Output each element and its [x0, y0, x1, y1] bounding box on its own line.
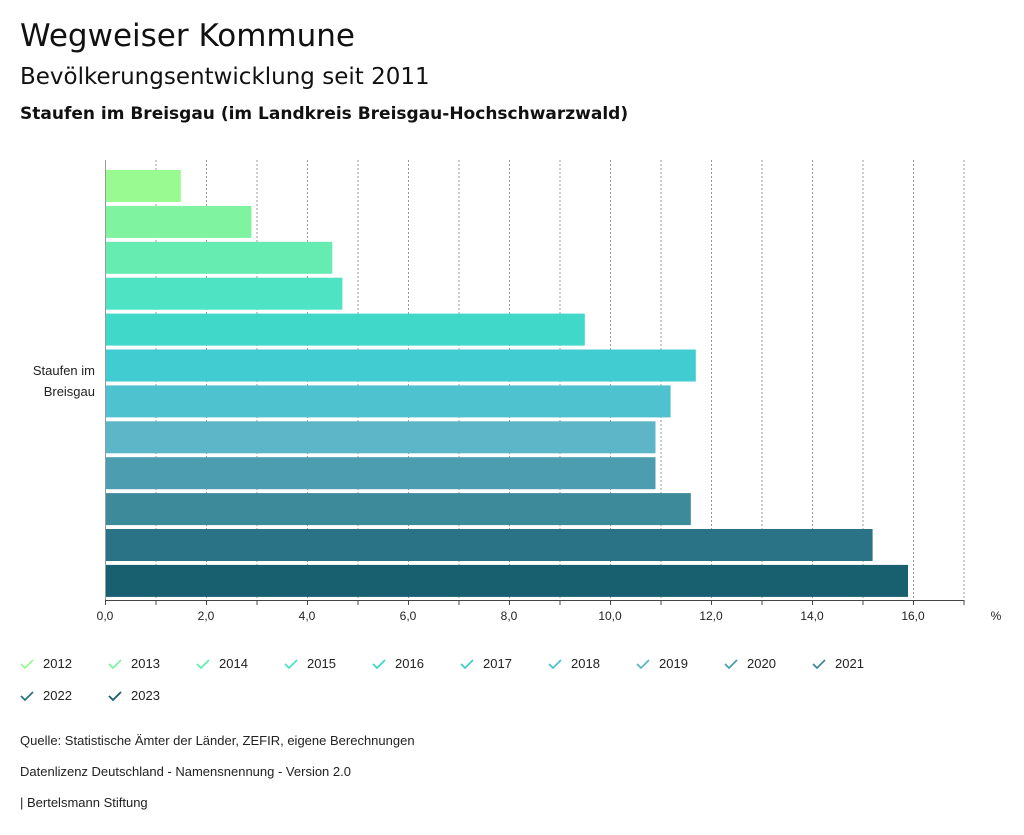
x-tick-label: 12,0 [699, 609, 723, 623]
legend-label: 2019 [659, 656, 688, 671]
bar-2016 [106, 313, 585, 346]
check-icon [460, 658, 474, 669]
check-icon [812, 658, 826, 669]
x-tick-label: 10,0 [598, 609, 622, 623]
chart-subtitle: Bevölkerungsentwicklung seit 2011 [20, 64, 430, 90]
check-icon [196, 658, 210, 669]
check-icon [372, 658, 386, 669]
bar-2022 [106, 529, 873, 561]
legend-item-2016[interactable]: 2016 [372, 656, 424, 671]
legend-label: 2013 [131, 656, 160, 671]
x-tick-label: 8,0 [501, 609, 518, 623]
bar-2013 [106, 205, 252, 238]
bar-2021 [106, 493, 691, 526]
x-tick-label: 0,0 [97, 609, 114, 623]
x-tick-label: 16,0 [901, 609, 925, 623]
legend-item-2020[interactable]: 2020 [724, 656, 776, 671]
check-icon [108, 690, 122, 701]
check-icon [108, 658, 122, 669]
legend-label: 2014 [219, 656, 248, 671]
legend-label: 2015 [307, 656, 336, 671]
bar-chart: 0,0 2,0 4,0 6,0 8,0 10,0 12,0 14,0 16,0 % Staufen … [33, 160, 1002, 623]
legend-label: 2017 [483, 656, 512, 671]
bar-2014 [106, 241, 333, 274]
legend-label: 2023 [131, 688, 160, 703]
x-tick-label: 6,0 [400, 609, 417, 623]
legend-item-2015[interactable]: 2015 [284, 656, 336, 671]
legend-item-2017[interactable]: 2017 [460, 656, 512, 671]
publisher-note: | Bertelsmann Stiftung [20, 795, 148, 810]
legend-item-2023[interactable]: 2023 [108, 688, 160, 703]
legend-label: 2016 [395, 656, 424, 671]
legend-label: 2018 [571, 656, 600, 671]
bar-2017 [106, 349, 696, 382]
legend-label: 2022 [43, 688, 72, 703]
source-note: Quelle: Statistische Ämter der Länder, Z… [20, 733, 415, 748]
x-unit-label: % [991, 609, 1002, 623]
check-icon [548, 658, 562, 669]
legend-item-2012[interactable]: 2012 [20, 656, 72, 671]
legend-label: 2020 [747, 656, 776, 671]
bar-2020 [106, 457, 656, 490]
place-label: Staufen im Breisgau (im Landkreis Breisg… [20, 104, 629, 124]
legend-label: 2012 [43, 656, 72, 671]
category-label: Breisgau [44, 384, 95, 399]
check-icon [636, 658, 650, 669]
license-note: Datenlizenz Deutschland - Namensnennung … [20, 764, 351, 779]
check-icon [284, 658, 298, 669]
bar-2012 [106, 170, 181, 202]
check-icon [20, 658, 34, 669]
check-icon [20, 690, 34, 701]
bar-2023 [106, 564, 908, 597]
bar-2018 [106, 385, 671, 418]
legend-item-2019[interactable]: 2019 [636, 656, 688, 671]
legend-item-2013[interactable]: 2013 [108, 656, 160, 671]
bar-2015 [106, 277, 343, 310]
category-label: Staufen im [33, 363, 95, 378]
legend-item-2014[interactable]: 2014 [196, 656, 248, 671]
page-title: Wegweiser Kommune [20, 18, 355, 54]
legend-item-2018[interactable]: 2018 [548, 656, 600, 671]
bar-2019 [106, 421, 656, 454]
legend-label: 2021 [835, 656, 864, 671]
legend-item-2021[interactable]: 2021 [812, 656, 864, 671]
legend-item-2022[interactable]: 2022 [20, 688, 72, 703]
x-tick-label: 4,0 [299, 609, 316, 623]
check-icon [724, 658, 738, 669]
x-tick-label: 2,0 [198, 609, 215, 623]
x-tick-label: 14,0 [800, 609, 824, 623]
